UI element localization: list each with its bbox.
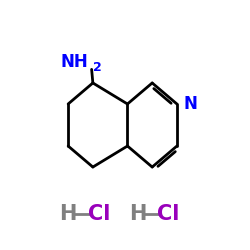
Text: Cl: Cl: [88, 204, 110, 224]
Text: 2: 2: [93, 61, 102, 74]
Text: H: H: [129, 204, 146, 224]
Text: Cl: Cl: [157, 204, 180, 224]
Text: H: H: [60, 204, 77, 224]
Text: N: N: [183, 95, 197, 113]
Text: NH: NH: [60, 53, 88, 71]
